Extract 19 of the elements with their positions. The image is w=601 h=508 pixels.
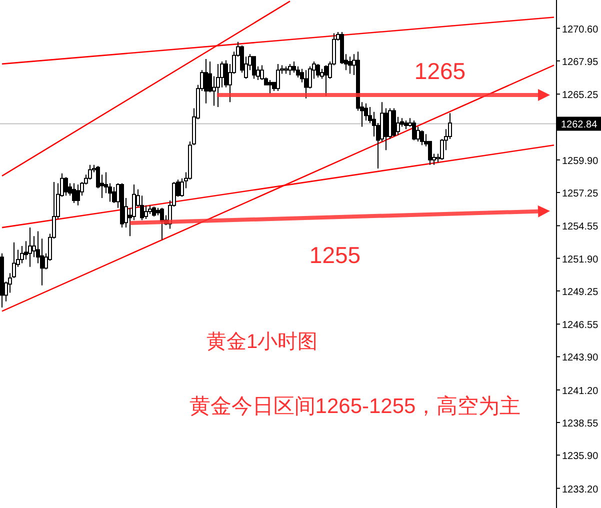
ytick: 1246.55 <box>562 320 598 332</box>
annotation: 黄金1小时图 <box>206 331 318 353</box>
ytick: 1249.25 <box>562 286 598 298</box>
ytick: 1257.25 <box>562 188 598 200</box>
ytick: 1267.95 <box>562 56 598 68</box>
annotation: 1255 <box>309 242 361 268</box>
annotation: 黄金今日区间1265-1255，高空为主 <box>189 395 521 418</box>
ytick: 1265.25 <box>562 90 598 102</box>
ytick: 1243.90 <box>562 352 598 364</box>
ref-label: 1262.84 <box>561 120 598 131</box>
ytick: 1251.90 <box>562 254 598 266</box>
ytick: 1254.55 <box>562 222 598 233</box>
ytick: 1259.90 <box>562 156 598 167</box>
ytick: 1241.20 <box>562 386 598 397</box>
ytick: 1270.60 <box>562 24 598 36</box>
ytick: 1238.55 <box>562 418 598 430</box>
ytick: 1233.20 <box>562 484 598 496</box>
ytick: 1235.90 <box>562 451 598 462</box>
annotation: 1265 <box>414 58 466 84</box>
